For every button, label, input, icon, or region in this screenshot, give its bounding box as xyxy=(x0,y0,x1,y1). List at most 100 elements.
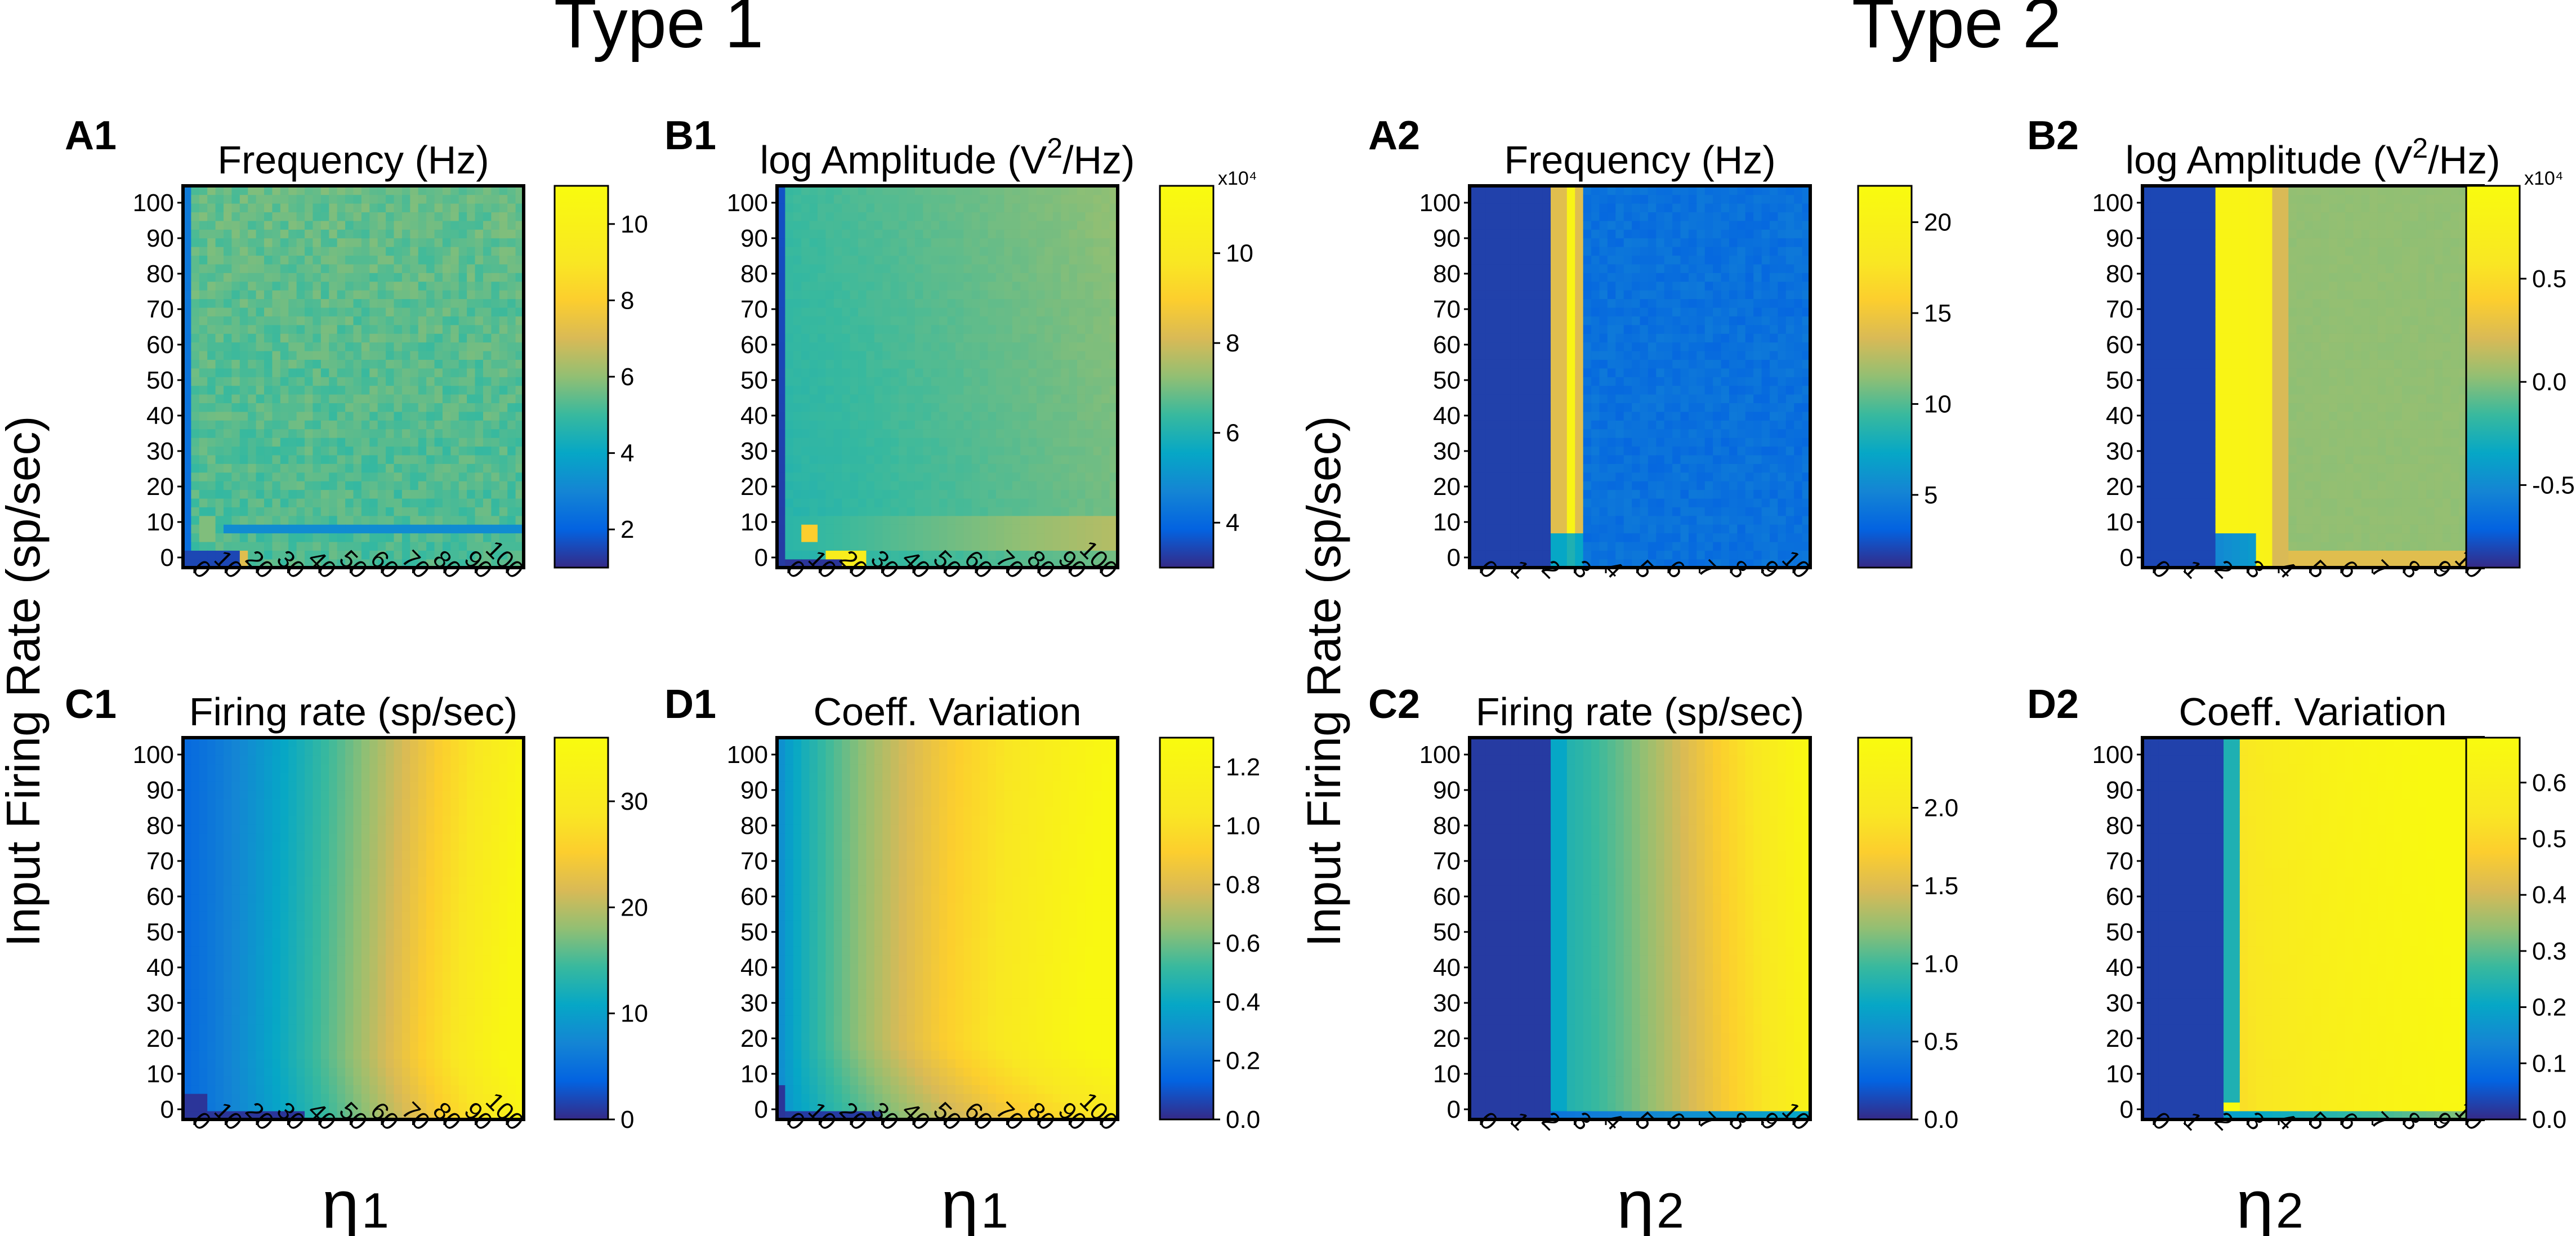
heatmap-cell xyxy=(1632,489,1641,499)
heatmap-cell xyxy=(858,420,867,430)
heatmap-cell xyxy=(296,316,305,325)
heatmap-cell xyxy=(1599,324,1608,334)
heatmap-cell xyxy=(1061,489,1070,499)
heatmap-cell xyxy=(1640,385,1649,395)
heatmap-cell xyxy=(825,515,834,525)
heatmap-cell xyxy=(955,359,965,369)
heatmap-cell xyxy=(1510,238,1519,247)
heatmap-cell xyxy=(785,359,794,369)
heatmap-cell xyxy=(980,212,989,221)
heatmap-cell xyxy=(931,498,940,507)
heatmap-cell xyxy=(377,394,386,404)
heatmap-cell xyxy=(899,212,908,221)
heatmap-cell xyxy=(215,255,224,265)
heatmap-cell xyxy=(1534,368,1543,377)
heatmap-cell xyxy=(1526,220,1535,230)
heatmap-cell xyxy=(1061,515,1070,525)
heatmap-cell xyxy=(467,229,476,239)
heatmap-cell xyxy=(1510,385,1519,395)
heatmap-cell xyxy=(955,333,965,343)
heatmap-cell xyxy=(361,498,370,507)
heatmap-cell xyxy=(401,489,411,499)
heatmap-cell xyxy=(1004,446,1013,456)
heatmap-cell xyxy=(988,524,997,534)
heatmap-cell xyxy=(1615,507,1624,516)
heatmap-cell xyxy=(1036,489,1046,499)
heatmap-cell xyxy=(1542,541,1551,551)
heatmap-cell xyxy=(1559,220,1568,230)
heatmap-cell xyxy=(491,342,500,351)
heatmap-cell xyxy=(1551,437,1560,447)
heatmap-cell xyxy=(1615,264,1624,273)
heatmap-cell xyxy=(248,480,257,490)
heatmap-cell xyxy=(231,454,240,464)
heatmap-cell xyxy=(1566,368,1576,377)
heatmap-cell xyxy=(923,385,932,395)
heatmap-cell xyxy=(1502,507,1511,516)
heatmap-cell xyxy=(401,480,411,490)
heatmap-cell xyxy=(450,480,459,490)
heatmap-cell xyxy=(858,507,867,516)
heatmap-cell xyxy=(426,194,435,204)
heatmap-cell xyxy=(1672,463,1681,473)
heatmap-cell xyxy=(858,394,867,404)
heatmap-cell xyxy=(931,298,940,308)
heatmap-cell xyxy=(458,403,467,412)
heatmap-cell xyxy=(248,411,257,421)
heatmap-cell xyxy=(329,368,338,377)
heatmap-cell xyxy=(842,507,851,516)
heatmap-cell xyxy=(394,186,403,195)
heatmap-cell xyxy=(296,489,305,499)
heatmap-cell xyxy=(833,524,843,534)
heatmap-cell xyxy=(1526,541,1535,551)
heatmap-cell xyxy=(207,307,216,316)
heatmap-cell xyxy=(434,550,443,560)
heatmap-cell xyxy=(475,550,484,560)
heatmap-cell xyxy=(818,255,827,265)
heatmap-cell xyxy=(224,186,233,195)
heatmap-cell xyxy=(858,359,867,369)
heatmap-cell xyxy=(1575,385,1584,395)
heatmap-cell xyxy=(1069,429,1078,438)
heatmap-cell xyxy=(1551,420,1560,430)
heatmap-cell xyxy=(475,559,484,568)
heatmap-cell xyxy=(842,472,851,481)
heatmap-cell xyxy=(907,264,916,273)
heatmap-cell xyxy=(850,394,859,404)
heatmap-cell xyxy=(1534,212,1543,221)
heatmap-cell xyxy=(866,368,875,377)
heatmap-cell xyxy=(1640,480,1649,490)
heatmap-cell xyxy=(183,203,192,213)
heatmap-cell xyxy=(191,480,200,490)
heatmap-cell xyxy=(288,498,297,507)
heatmap-cell xyxy=(1077,498,1086,507)
heatmap-cell xyxy=(467,350,476,360)
heatmap-cell xyxy=(288,289,297,300)
heatmap-cell xyxy=(1672,324,1681,334)
heatmap-cell xyxy=(345,480,354,490)
heatmap-cell xyxy=(1583,212,1592,221)
heatmap-cell xyxy=(1518,377,1527,386)
heatmap-cell xyxy=(272,307,281,316)
heatmap-cell xyxy=(312,298,322,308)
heatmap-cell xyxy=(850,454,859,464)
heatmap-cell xyxy=(1559,437,1568,447)
heatmap-cell xyxy=(458,437,467,447)
heatmap-cell xyxy=(1020,324,1029,334)
heatmap-cell xyxy=(1004,203,1013,213)
heatmap-cell xyxy=(483,489,492,499)
heatmap-cell xyxy=(801,524,810,534)
heatmap-cell xyxy=(475,368,484,377)
heatmap-cell xyxy=(272,194,281,204)
heatmap-cell xyxy=(1477,480,1486,490)
heatmap-cell xyxy=(467,559,476,568)
heatmap-cell xyxy=(296,342,305,351)
heatmap-cell xyxy=(361,229,370,239)
heatmap-cell xyxy=(1615,403,1624,412)
heatmap-cell xyxy=(1028,463,1037,473)
heatmap-cell xyxy=(1061,507,1070,516)
heatmap-cell xyxy=(345,186,354,195)
heatmap-cell xyxy=(825,220,834,230)
heatmap-cell xyxy=(1510,480,1519,490)
heatmap-cell xyxy=(1477,359,1486,369)
